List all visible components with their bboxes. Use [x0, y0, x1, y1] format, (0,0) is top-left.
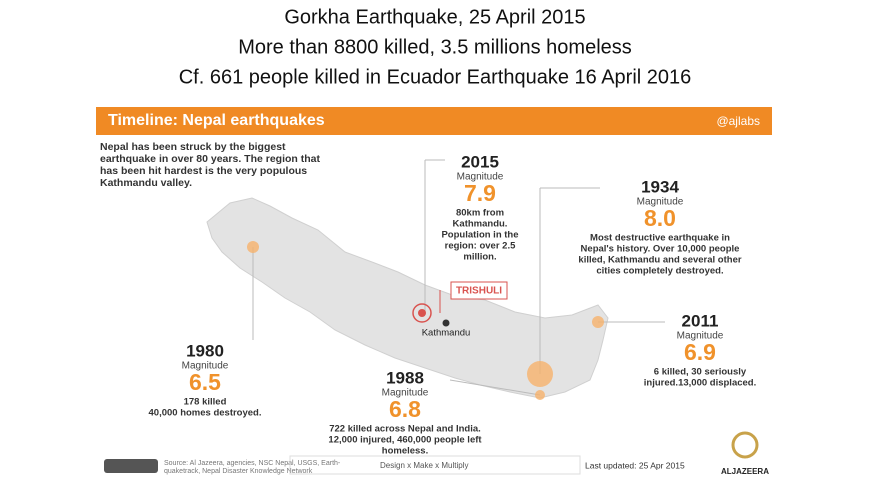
footer: Source: Al Jazeera, agencies, NSC Nepal,…	[104, 431, 769, 476]
quake-marker	[412, 303, 432, 323]
event-year: 2011	[682, 311, 719, 330]
event-description: 6 killed, 30 seriously	[654, 367, 747, 378]
intro-line: Nepal has been struck by the biggest	[100, 141, 286, 153]
quake-marker	[418, 309, 426, 317]
magnitude-value: 6.9	[684, 339, 716, 365]
event-description: Nepal's history. Over 10,000 people	[581, 244, 740, 255]
last-updated: Last updated: 25 Apr 2015	[585, 460, 685, 470]
magnitude-value: 6.5	[189, 369, 221, 395]
nepal-map	[206, 197, 609, 399]
map-label: TRISHULI	[456, 286, 502, 297]
quake-marker	[247, 241, 259, 253]
magnitude-label: Magnitude	[637, 197, 684, 208]
event-year: 1980	[186, 341, 224, 360]
design-credit: Design x Make x Multiply	[380, 461, 468, 470]
magnitude-value: 8.0	[644, 205, 676, 231]
intro-line: has been hit hardest is the very populou…	[100, 165, 307, 177]
magnitude-label: Magnitude	[182, 361, 229, 372]
quake-marker	[592, 316, 604, 328]
event-year: 1988	[386, 368, 424, 387]
event-description: 40,000 homes destroyed.	[149, 408, 262, 419]
map-label: Kathmandu	[422, 328, 471, 339]
source-line: Source: Al Jazeera, agencies, NSC Nepal,…	[164, 460, 341, 467]
logo-icon	[731, 431, 759, 459]
magnitude-label: Magnitude	[382, 388, 429, 399]
logo-text: ALJAZEERA	[721, 467, 769, 476]
event-description: Most destructive earthquake in	[590, 233, 730, 244]
event-description: 178 killed	[184, 397, 227, 408]
source-line: quaketrack, Nepal Disaster Knowledge Net…	[164, 468, 313, 475]
magnitude-value: 7.9	[464, 180, 496, 206]
header-line: More than 8800 killed, 3.5 millions home…	[238, 36, 632, 58]
event-description: million.	[463, 252, 496, 263]
event-description: injured.13,000 displaced.	[644, 378, 756, 389]
event-year: 1934	[641, 177, 679, 196]
event-description: homeless.	[382, 446, 428, 457]
event-year: 2015	[461, 152, 499, 171]
event-description: killed, Kathmandu and several other	[578, 255, 741, 266]
label-box	[450, 281, 508, 300]
event-description: 12,000 injured, 460,000 people left	[328, 435, 482, 446]
header-line: Gorkha Earthquake, 25 April 2015	[284, 6, 585, 28]
cc-icon	[104, 459, 158, 473]
magnitude-label: Magnitude	[677, 331, 724, 342]
banner	[96, 107, 772, 135]
banner-title: Timeline: Nepal earthquakes	[108, 112, 325, 129]
event-description: 80km from	[456, 208, 504, 219]
intro-line: Kathmandu valley.	[100, 177, 192, 189]
quake-marker	[535, 390, 545, 400]
event-description: Kathmandu.	[453, 219, 508, 230]
banner-handle: @ajlabs	[716, 114, 760, 128]
credit-box	[289, 455, 581, 475]
event-description: region: over 2.5	[445, 241, 516, 252]
event-description: cities completely destroyed.	[596, 266, 723, 277]
magnitude-label: Magnitude	[457, 172, 504, 183]
quake-marker	[527, 361, 553, 387]
magnitude-value: 6.8	[389, 396, 421, 422]
event-description: Population in the	[441, 230, 518, 241]
intro: Nepal has been struck by the biggest ear…	[100, 141, 320, 189]
event-description: 722 killed across Nepal and India.	[329, 424, 481, 435]
city-marker	[442, 319, 450, 327]
intro-line: earthquake in over 80 years. The region …	[100, 153, 320, 165]
leader-line	[449, 379, 541, 396]
header-line: Cf. 661 people killed in Ecuador Earthqu…	[179, 66, 692, 88]
